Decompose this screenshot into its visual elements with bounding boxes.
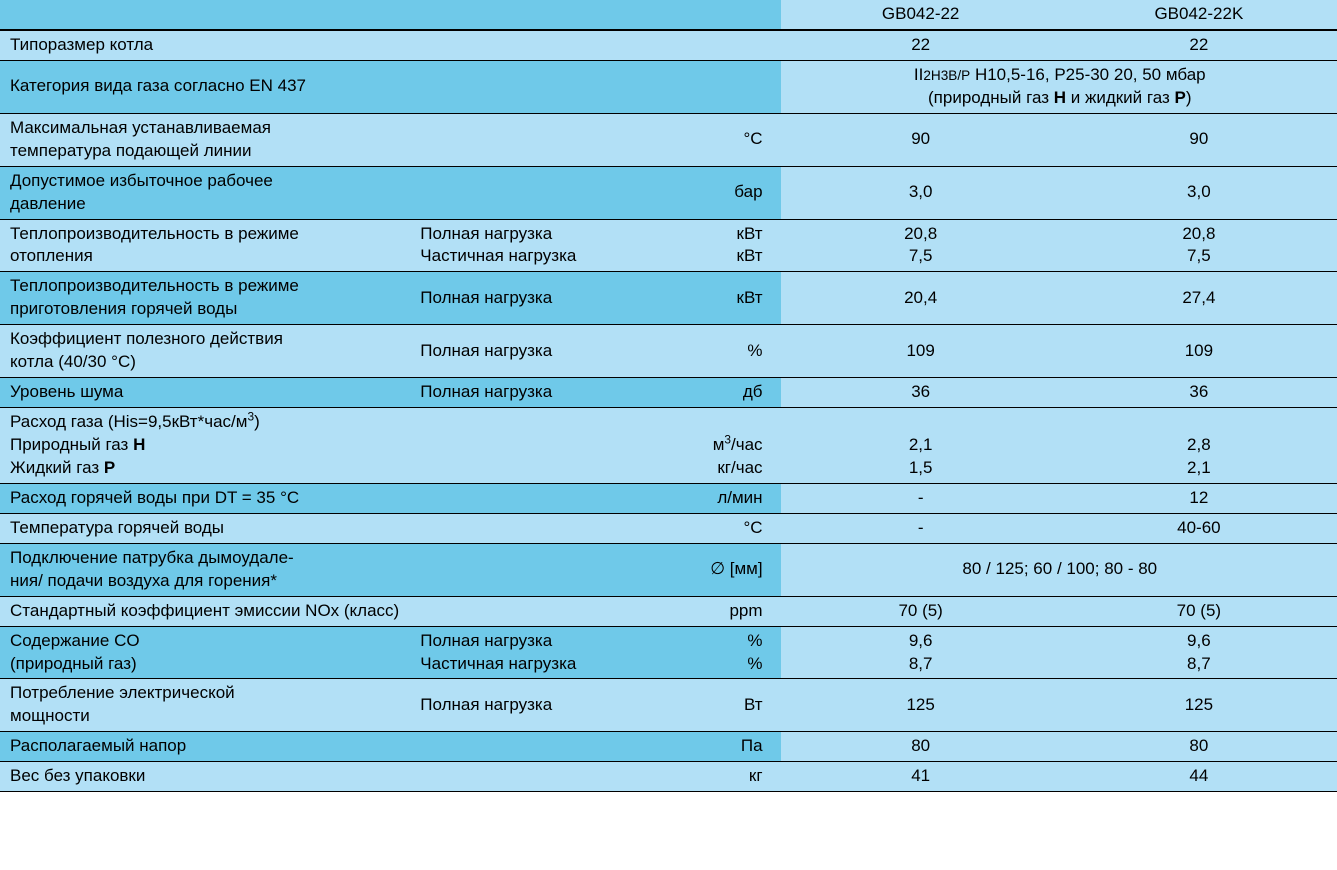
row-heat-output-heating: Теплопроизводительность в режимеотоплени…	[0, 219, 1337, 272]
value-cell: 3,0	[1059, 166, 1337, 219]
row-power: Потребление электрическоймощности Полная…	[0, 679, 1337, 732]
param-label: Стандартный коэффициент эмиссии NOx (кла…	[0, 596, 660, 626]
value-cell: 20,87,5	[1059, 219, 1337, 272]
unit-cell: °C	[660, 513, 780, 543]
value-cell: 22	[1059, 30, 1337, 60]
value-cell: 80	[1059, 732, 1337, 762]
row-flue: Подключение патрубка дымоудале-ния/ пода…	[0, 543, 1337, 596]
unit-cell: °C	[660, 113, 780, 166]
param-label: Расход горячей воды при DT = 35 °C	[0, 483, 660, 513]
value-cell: 36	[781, 378, 1059, 408]
param-label: Содержание CO(природный газ)	[0, 626, 410, 679]
unit-cell: кВт	[660, 272, 780, 325]
row-dhw-flow: Расход горячей воды при DT = 35 °C л/мин…	[0, 483, 1337, 513]
param-label: Подключение патрубка дымоудале-ния/ пода…	[0, 543, 660, 596]
row-max-temp: Максимальная устанавливаемаятемпература …	[0, 113, 1337, 166]
row-efficiency: Коэффициент полезного действиякотла (40/…	[0, 325, 1337, 378]
param-label: Потребление электрическоймощности	[0, 679, 410, 732]
value-cell: 9,68,7	[1059, 626, 1337, 679]
value-cell: 3,0	[781, 166, 1059, 219]
value-cell: 40-60	[1059, 513, 1337, 543]
unit-cell: %%	[660, 626, 780, 679]
sub-label: Полная нагрузка	[410, 325, 660, 378]
param-label: Расход газа (His=9,5кВт*час/м3) Природны…	[0, 408, 660, 484]
value-cell: 109	[781, 325, 1059, 378]
value-cell: 9,68,7	[781, 626, 1059, 679]
value-cell: 12	[1059, 483, 1337, 513]
value-cell: II2H3B/P H10,5-16, P25-30 20, 50 мбар (п…	[781, 60, 1337, 113]
value-cell: 90	[1059, 113, 1337, 166]
param-label: Категория вида газа согласно EN 437	[0, 60, 781, 113]
unit-cell: кВткВт	[660, 219, 780, 272]
row-gas-flow: Расход газа (His=9,5кВт*час/м3) Природны…	[0, 408, 1337, 484]
row-weight: Вес без упаковки кг 41 44	[0, 762, 1337, 792]
unit-cell: %	[660, 325, 780, 378]
unit-cell: бар	[660, 166, 780, 219]
param-label: Теплопроизводительность в режимеотоплени…	[0, 219, 410, 272]
unit-cell: ∅ [мм]	[660, 543, 780, 596]
value-cell: 41	[781, 762, 1059, 792]
value-cell: 109	[1059, 325, 1337, 378]
table-header-row: GB042-22 GB042-22K	[0, 0, 1337, 30]
spec-table: GB042-22 GB042-22K Типоразмер котла 22 2…	[0, 0, 1337, 792]
value-cell: 70 (5)	[1059, 596, 1337, 626]
param-label: Типоразмер котла	[0, 30, 781, 60]
row-heat-output-dhw: Теплопроизводительность в режимеприготов…	[0, 272, 1337, 325]
param-label: Максимальная устанавливаемаятемпература …	[0, 113, 660, 166]
value-cell: 20,4	[781, 272, 1059, 325]
model-1-header: GB042-22	[781, 0, 1059, 30]
value-cell: 2,82,1	[1059, 408, 1337, 484]
param-label: Теплопроизводительность в режимеприготов…	[0, 272, 410, 325]
value-cell: -	[781, 513, 1059, 543]
unit-cell: дб	[660, 378, 780, 408]
unit-cell: Па	[660, 732, 780, 762]
row-pressure: Допустимое избыточное рабочеедавление ба…	[0, 166, 1337, 219]
row-noise: Уровень шума Полная нагрузка дб 36 36	[0, 378, 1337, 408]
unit-cell: кг	[660, 762, 780, 792]
value-cell: 20,87,5	[781, 219, 1059, 272]
unit-cell: л/мин	[660, 483, 780, 513]
value-cell: 80 / 125; 60 / 100; 80 - 80	[781, 543, 1337, 596]
unit-cell: ppm	[660, 596, 780, 626]
value-cell: -	[781, 483, 1059, 513]
row-gas-category: Категория вида газа согласно EN 437 II2H…	[0, 60, 1337, 113]
param-label: Уровень шума	[0, 378, 410, 408]
value-cell: 22	[781, 30, 1059, 60]
value-cell: 44	[1059, 762, 1337, 792]
value-cell: 70 (5)	[781, 596, 1059, 626]
value-cell: 2,11,5	[781, 408, 1059, 484]
unit-cell: м3/час кг/час	[660, 408, 780, 484]
param-label: Температура горячей воды	[0, 513, 660, 543]
row-dhw-temp: Температура горячей воды °C - 40-60	[0, 513, 1337, 543]
sub-label: Полная нагрузкаЧастичная нагрузка	[410, 219, 660, 272]
value-cell: 36	[1059, 378, 1337, 408]
param-label: Допустимое избыточное рабочеедавление	[0, 166, 660, 219]
value-cell: 80	[781, 732, 1059, 762]
row-nox: Стандартный коэффициент эмиссии NOx (кла…	[0, 596, 1337, 626]
unit-cell: Вт	[660, 679, 780, 732]
sub-label: Полная нагрузка	[410, 679, 660, 732]
row-boiler-size: Типоразмер котла 22 22	[0, 30, 1337, 60]
row-head: Располагаемый напор Па 80 80	[0, 732, 1337, 762]
param-label: Коэффициент полезного действиякотла (40/…	[0, 325, 410, 378]
sub-label: Полная нагрузка	[410, 272, 660, 325]
param-label: Вес без упаковки	[0, 762, 660, 792]
value-cell: 27,4	[1059, 272, 1337, 325]
sub-label: Полная нагрузкаЧастичная нагрузка	[410, 626, 660, 679]
model-2-header: GB042-22K	[1059, 0, 1337, 30]
value-cell: 125	[1059, 679, 1337, 732]
row-co: Содержание CO(природный газ) Полная нагр…	[0, 626, 1337, 679]
value-cell: 90	[781, 113, 1059, 166]
sub-label: Полная нагрузка	[410, 378, 660, 408]
value-cell: 125	[781, 679, 1059, 732]
param-label: Располагаемый напор	[0, 732, 660, 762]
